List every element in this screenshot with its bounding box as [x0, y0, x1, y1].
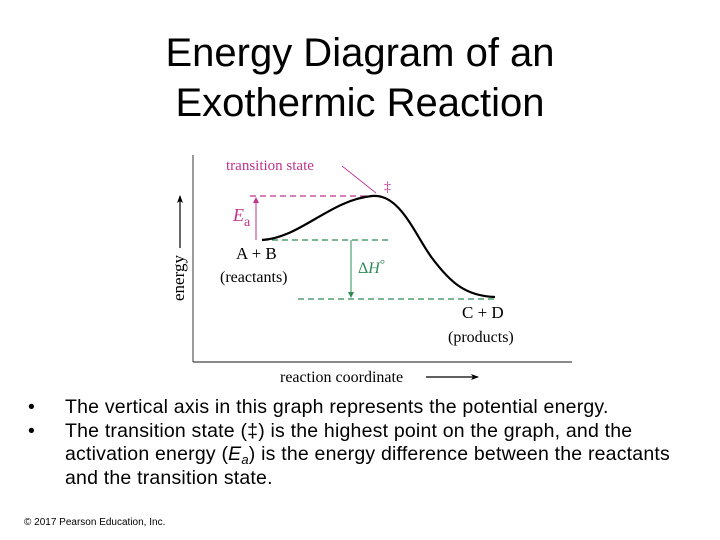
copyright-notice: © 2017 Pearson Education, Inc. — [24, 517, 166, 528]
bullet-text: The vertical axis in this graph represen… — [65, 396, 609, 418]
transition-state-symbol: ‡ — [384, 180, 391, 195]
activation-energy-subscript: a — [241, 452, 249, 467]
transition-state-label: transition state — [226, 158, 314, 174]
enthalpy-label: ΔH° — [358, 256, 385, 277]
transition-state-pointer — [341, 165, 377, 194]
reactants-formula: A + B — [236, 244, 277, 263]
bullet-marker: • — [28, 396, 36, 418]
bullet-text-before: The transition state (‡) is the highest … — [65, 419, 633, 466]
reactants-label: (reactants) — [220, 269, 288, 286]
activation-energy-label: Ea — [232, 205, 251, 230]
y-axis-label: energy — [169, 255, 188, 301]
products-formula: C + D — [462, 303, 504, 322]
bullet-marker: • — [28, 419, 36, 442]
bullet-text-after: ) is the energy difference between the r… — [65, 443, 670, 489]
energy-curve — [261, 194, 496, 299]
activation-energy-symbol: E — [228, 443, 242, 465]
bullet-item: • The vertical axis in this graph repres… — [28, 396, 708, 420]
energy-diagram: energy reaction coordinate transition st… — [169, 155, 572, 386]
slide-title: Energy Diagram of an Exothermic Reaction — [0, 28, 720, 128]
x-axis-label: reaction coordinate — [280, 369, 403, 386]
products-label: (products) — [448, 329, 514, 346]
title-line-1: Energy Diagram of an — [165, 31, 555, 75]
title-line-2: Exothermic Reaction — [175, 81, 545, 125]
bullet-item: • The transition state (‡) is the highes… — [28, 420, 708, 491]
bullet-list: • The vertical axis in this graph repres… — [28, 396, 708, 490]
